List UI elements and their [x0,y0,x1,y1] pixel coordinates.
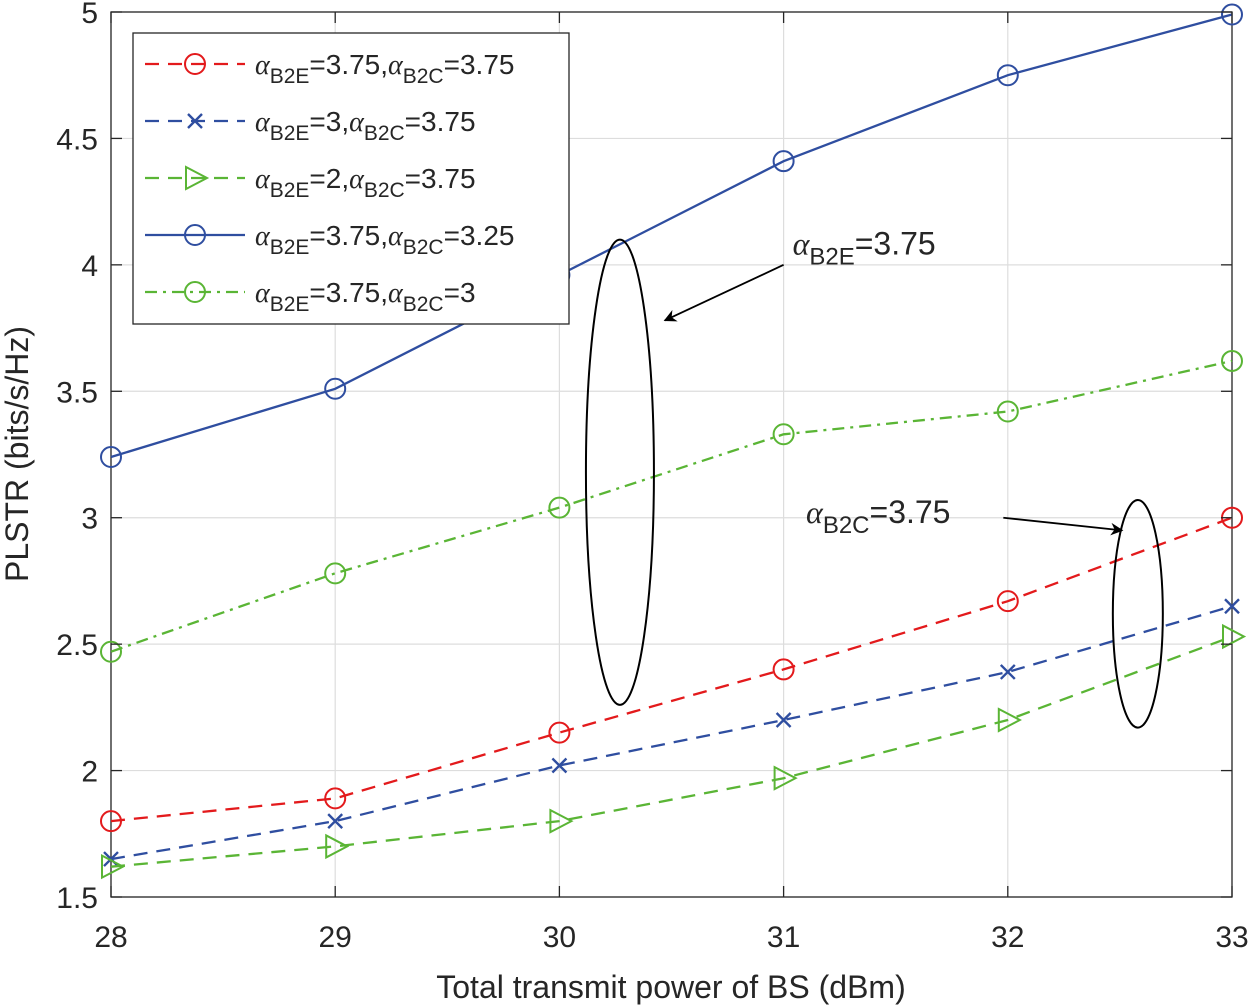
series-line [110,13,1233,459]
legend-entry-4: αB2E=3.75,αB2C=3.25 [145,220,514,259]
annotation-label: αB2C=3.75 [806,494,950,539]
series-line [110,516,1233,823]
legend-entry-5: αB2E=3.75,αB2C=3 [145,277,476,316]
x-tick-label: 31 [767,921,800,954]
annotation-ellipse [584,238,655,706]
series-line [110,605,1233,861]
legend-marker-sample [184,224,206,246]
data-point-marker [997,707,1022,733]
legend-marker-sample [187,113,203,129]
data-point-marker [1221,3,1243,26]
annotation-arrow [1003,516,1124,536]
data-point-marker [996,64,1019,87]
legend: αB2E=3.75,αB2C=3.75 αB2E=3,αB2C=3.75 αB2E=… [132,32,570,325]
annotation-ellipse [1111,499,1164,729]
data-point-marker [100,446,122,469]
annotations: αB2E=3.75 αB2C=3.75 [584,226,1164,729]
y-tick-label: 1.5 [56,882,98,915]
legend-entry-2: αB2E=3,αB2C=3.75 [145,106,476,145]
x-tick-label: 29 [319,921,352,954]
legend-marker-sample [184,281,206,303]
data-point-marker [327,813,344,829]
data-point-marker [999,664,1016,680]
data-point-marker [324,377,347,400]
series-line [110,359,1233,653]
series-line [110,635,1233,868]
legend-label: αB2E=3,αB2C=3.75 [255,106,476,145]
legend-entry-3: αB2E=2,αB2C=3.75 [145,163,476,202]
data-point-marker [101,854,126,880]
legend-label: αB2E=3.75,αB2C=3 [255,277,476,316]
y-tick-label: 3.5 [56,376,98,409]
legend-label: αB2E=2,αB2C=3.75 [255,163,476,202]
data-point-marker [324,787,347,810]
legend-label: αB2E=3.75,αB2C=3.25 [255,220,514,259]
data-point-marker [548,721,571,744]
data-point-marker [772,658,795,681]
data-point-marker [1224,598,1240,615]
data-point-marker [100,810,122,833]
data-point-marker [1221,349,1243,372]
annotation-1: αB2E=3.75 [584,226,936,706]
annotation-2: αB2C=3.75 [806,494,1164,729]
x-tick-label: 28 [94,921,127,954]
axis-ticks: 28 29 30 31 32 33 1.5 2 2.5 3 3.5 4 4.5 5 [56,0,1248,954]
y-tick-label: 2 [81,756,98,789]
data-point-marker [772,423,795,446]
data-point-marker [1222,623,1247,650]
annotation-arrow [663,264,784,322]
x-axis-label: Total transmit power of BS (dBm) [436,969,905,1005]
x-tick-label: 30 [543,921,576,954]
data-point-marker [772,150,795,173]
y-tick-label: 2.5 [56,629,98,662]
data-point-marker [996,590,1019,613]
data-point-marker [325,833,350,860]
data-point-marker [548,496,571,519]
data-point-marker [773,765,798,791]
data-point-marker [549,808,574,834]
data-series [100,3,1247,880]
series-3 [101,623,1247,880]
data-point-marker [996,400,1019,423]
x-tick-label: 32 [991,921,1024,954]
y-tick-label: 4.5 [56,123,98,156]
legend-marker-sample [184,53,206,75]
legend-marker-sample [185,165,210,191]
data-point-marker [100,640,122,663]
legend-entry-1: αB2E=3.75,αB2C=3.75 [145,49,514,88]
x-tick-label: 33 [1215,921,1248,954]
y-axis-label: PLSTR (bits/s/Hz) [0,326,35,582]
y-tick-label: 3 [81,503,98,536]
annotation-label: αB2E=3.75 [793,226,936,271]
data-point-marker [324,562,347,585]
series-4 [100,3,1243,469]
legend-label: αB2E=3.75,αB2C=3.75 [255,49,514,88]
y-tick-label: 5 [81,0,98,30]
data-point-marker [551,757,568,774]
series-5 [100,349,1243,663]
y-tick-label: 4 [81,250,98,283]
data-point-marker [775,712,792,728]
plot-area-frame [110,11,1233,898]
